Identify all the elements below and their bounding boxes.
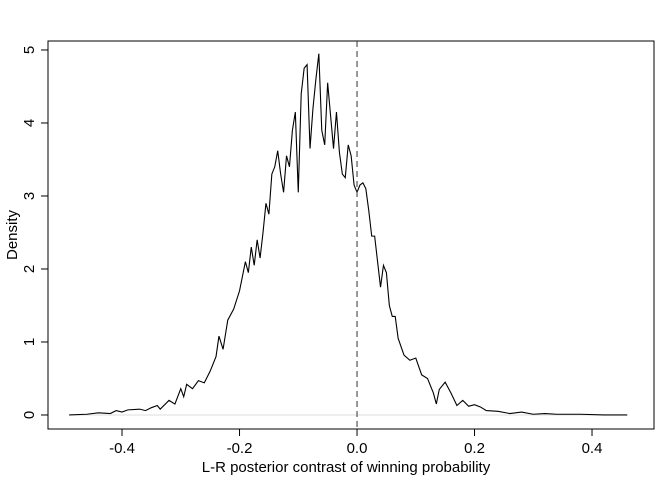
y-tick-label: 3 [21,192,38,200]
y-tick-label: 2 [21,265,38,273]
x-tick-label: -0.4 [109,440,135,457]
x-tick-label: 0.2 [464,440,485,457]
y-tick-label: 5 [21,46,38,54]
y-tick-label: 0 [21,411,38,419]
density-line [69,53,628,416]
plot-frame [47,40,655,430]
y-tick-label: 1 [21,338,38,346]
y-tick-label: 4 [21,119,38,127]
x-axis-label: L-R posterior contrast of winning probab… [202,459,491,476]
x-tick-label: 0.4 [582,440,603,457]
y-axis-label: Density [4,209,21,260]
x-tick-label: 0.0 [347,440,368,457]
x-tick-label: -0.2 [227,440,253,457]
